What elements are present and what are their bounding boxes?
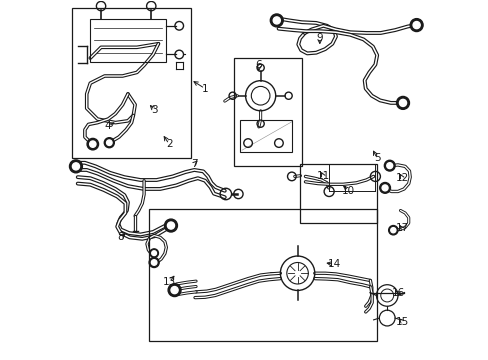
Text: 5: 5 [373,153,380,163]
Text: 11: 11 [316,171,329,181]
Text: 17: 17 [395,224,408,233]
Circle shape [104,138,114,148]
Circle shape [388,226,397,235]
Circle shape [149,249,158,257]
Circle shape [390,228,395,233]
Circle shape [379,183,389,193]
Circle shape [381,185,387,191]
Text: 1: 1 [202,84,208,94]
Text: 13: 13 [162,277,176,287]
Text: 8: 8 [117,232,124,242]
Bar [72,8,190,158]
Circle shape [151,260,157,265]
Bar [233,58,301,166]
Text: 14: 14 [327,259,340,269]
Text: 4: 4 [105,121,111,131]
Circle shape [151,251,156,256]
Text: 3: 3 [151,105,158,115]
Bar [149,209,376,341]
Circle shape [399,99,406,107]
Circle shape [386,163,392,168]
Text: 16: 16 [391,288,405,298]
Circle shape [396,96,408,109]
Circle shape [149,257,159,267]
Text: 9: 9 [316,33,323,43]
Circle shape [106,140,112,145]
Text: 10: 10 [341,186,354,196]
Bar [240,120,292,152]
Text: 7: 7 [191,159,197,169]
Bar [90,19,165,62]
Circle shape [167,222,174,229]
Circle shape [168,284,181,297]
Circle shape [412,22,419,29]
Circle shape [409,19,422,32]
Circle shape [164,219,177,232]
Circle shape [171,287,178,294]
Text: 12: 12 [395,173,408,183]
Circle shape [270,14,283,27]
Circle shape [72,163,80,170]
Circle shape [69,160,82,173]
Text: 6: 6 [255,60,262,70]
Circle shape [87,138,99,150]
Bar [300,164,376,223]
Circle shape [384,160,394,171]
Text: 15: 15 [395,317,408,327]
Text: 2: 2 [165,139,172,149]
Circle shape [273,17,280,24]
Circle shape [89,141,96,147]
